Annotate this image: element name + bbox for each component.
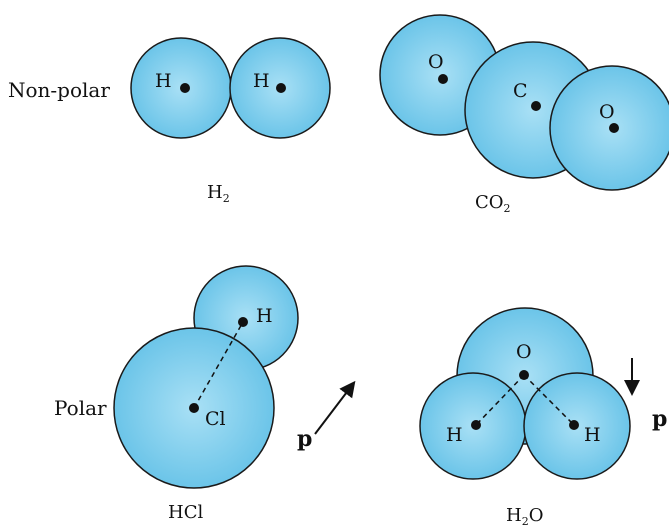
co2-nucleus-o-right xyxy=(609,123,619,133)
nonpolar-label: Non-polar xyxy=(8,78,110,102)
h2o-nucleus-h-left xyxy=(471,420,481,430)
h2o-bond-right xyxy=(523,374,575,426)
co2-atom-o-left-label: O xyxy=(428,51,444,73)
h2o-atom-h-left-label: H xyxy=(446,424,463,446)
hcl-bond-line xyxy=(193,321,244,409)
h2o-dipole-symbol: p xyxy=(652,406,667,432)
h2o-name: H2O xyxy=(506,505,543,525)
hcl-molecule: H Cl HCl xyxy=(113,265,299,523)
h2-name: H2 xyxy=(207,182,230,205)
hcl-atom-cl-label: Cl xyxy=(205,408,226,430)
hcl-dipole-arrow xyxy=(314,380,356,435)
h2o-nucleus-o xyxy=(519,370,529,380)
h2-nucleus-right xyxy=(276,83,286,93)
hcl-nucleus-cl xyxy=(189,403,199,413)
h2-molecule: H H H2 xyxy=(130,37,331,205)
h2o-bond-left xyxy=(475,374,525,426)
co2-atom-o-right-label: O xyxy=(599,101,615,123)
h2o-molecule: O H H H2O xyxy=(419,307,631,525)
co2-name: CO2 xyxy=(475,192,511,215)
hcl-atom-h-label: H xyxy=(256,305,273,327)
polar-label: Polar xyxy=(54,396,107,420)
co2-atom-c-label: C xyxy=(513,80,528,102)
hcl-nucleus-h xyxy=(238,317,248,327)
hcl-dipole-symbol: p xyxy=(297,426,312,452)
h2o-atom-o-label: O xyxy=(516,341,532,363)
h2-nucleus-left xyxy=(180,83,190,93)
co2-nucleus-c xyxy=(531,101,541,111)
co2-nucleus-o-left xyxy=(438,74,448,84)
co2-molecule: O C O CO2 xyxy=(379,14,669,215)
h2-atom-left-label: H xyxy=(155,70,172,92)
hcl-name: HCl xyxy=(168,502,203,523)
h2o-nucleus-h-right xyxy=(569,420,579,430)
h2o-atom-h-right-label: H xyxy=(584,424,601,446)
h2-atom-right-label: H xyxy=(253,70,270,92)
